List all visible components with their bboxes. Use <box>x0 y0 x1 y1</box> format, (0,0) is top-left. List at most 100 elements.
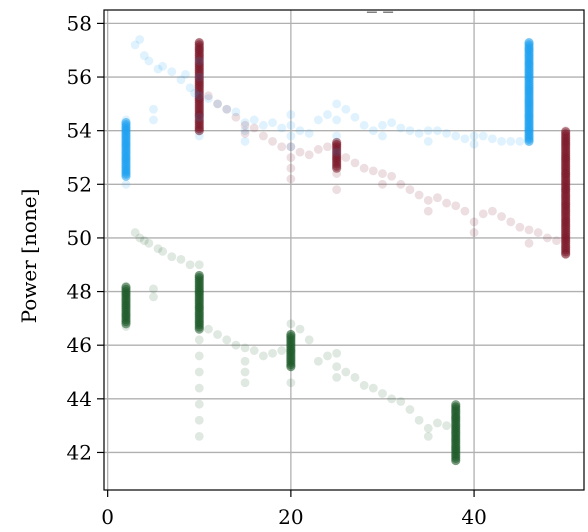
data-points-layer <box>121 35 571 466</box>
data-point <box>414 415 424 425</box>
data-point <box>286 362 296 372</box>
data-point <box>194 415 204 425</box>
y-tick-label: 54 <box>67 119 92 143</box>
data-point <box>515 136 525 146</box>
data-point <box>258 351 268 361</box>
data-point <box>121 322 131 331</box>
data-point <box>359 381 369 390</box>
data-point <box>451 131 461 141</box>
data-point <box>524 38 534 48</box>
data-point <box>249 346 259 355</box>
data-point <box>194 78 204 87</box>
data-point <box>194 303 204 313</box>
data-point <box>368 166 378 176</box>
data-point <box>204 91 213 101</box>
data-point <box>249 115 259 125</box>
data-point <box>332 131 342 141</box>
x-tick-label: 40 <box>461 505 486 529</box>
data-point <box>185 83 195 93</box>
y-tick-label: 48 <box>67 280 92 304</box>
series-2 <box>194 37 571 259</box>
data-point <box>304 335 314 345</box>
data-point <box>332 115 342 125</box>
data-point <box>304 150 314 160</box>
data-point <box>185 260 195 270</box>
data-point <box>240 118 250 128</box>
data-point <box>268 136 277 146</box>
data-point <box>240 120 250 130</box>
y-tick-label: 46 <box>67 333 92 357</box>
data-point <box>451 413 461 422</box>
y-tick-label: 50 <box>67 226 92 250</box>
data-point <box>240 136 250 146</box>
data-point <box>332 169 342 178</box>
data-point <box>396 123 406 133</box>
data-point <box>524 99 534 109</box>
data-point <box>359 120 369 130</box>
data-point <box>323 110 332 119</box>
data-point <box>295 324 305 334</box>
data-point <box>167 67 177 77</box>
data-point <box>268 348 277 358</box>
data-point <box>423 126 433 136</box>
data-point <box>387 394 397 404</box>
data-point <box>295 126 305 136</box>
data-point <box>378 169 387 178</box>
data-point <box>286 110 296 119</box>
data-point <box>213 99 222 109</box>
data-point <box>423 195 433 205</box>
data-point <box>414 128 424 138</box>
data-point <box>194 94 204 103</box>
data-point <box>387 118 397 128</box>
data-point <box>181 69 190 79</box>
data-point <box>332 348 342 358</box>
data-point <box>497 212 506 221</box>
data-point <box>268 118 277 128</box>
data-point <box>277 123 287 133</box>
grid-layer <box>104 10 584 490</box>
x-tick-label: 20 <box>278 505 303 529</box>
data-point <box>222 104 232 114</box>
data-point <box>149 104 158 114</box>
dense-point-column <box>451 400 461 466</box>
data-point <box>332 153 342 162</box>
data-point <box>332 185 342 195</box>
data-point <box>194 383 204 393</box>
data-point <box>286 153 296 162</box>
data-point <box>469 228 479 237</box>
data-point <box>350 158 360 168</box>
data-point <box>149 292 158 302</box>
data-point <box>194 271 204 280</box>
data-point <box>194 45 204 55</box>
data-point <box>378 179 387 189</box>
data-point <box>405 185 415 195</box>
data-point <box>451 456 461 465</box>
data-point <box>341 104 351 114</box>
data-point <box>552 236 561 246</box>
data-point <box>332 372 342 382</box>
data-point <box>240 126 250 136</box>
data-point <box>286 163 296 173</box>
data-point <box>524 37 534 47</box>
data-point <box>460 134 470 144</box>
y-axis-ticks: 42 44 46 48 50 52 54 56 58 <box>67 11 104 464</box>
data-point <box>451 402 461 412</box>
dense-point-column <box>121 118 131 181</box>
data-point <box>524 59 534 69</box>
data-point <box>332 99 342 109</box>
data-point <box>332 137 342 148</box>
data-point <box>286 378 296 388</box>
data-point <box>487 134 497 144</box>
data-point <box>204 94 213 103</box>
data-point <box>286 330 296 339</box>
data-point <box>506 136 516 146</box>
data-point <box>194 351 204 361</box>
data-point <box>515 222 525 232</box>
data-point <box>121 115 131 125</box>
data-point <box>121 166 131 176</box>
data-point <box>194 91 204 101</box>
data-point <box>286 131 296 141</box>
data-point <box>194 131 204 141</box>
data-point <box>121 118 131 128</box>
data-point <box>167 252 177 262</box>
